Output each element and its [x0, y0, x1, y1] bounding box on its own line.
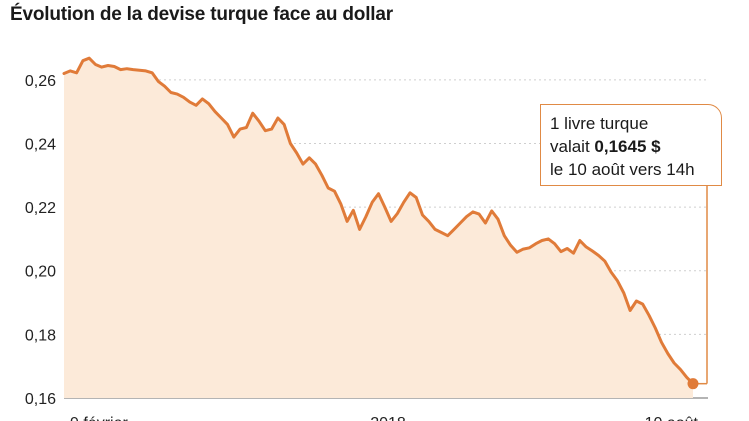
- annotation-line-2-prefix: valait: [550, 137, 595, 156]
- annotation-line-1: 1 livre turque: [550, 114, 649, 133]
- y-tick-label: 0,26: [25, 73, 56, 90]
- y-tick-label: 0,24: [25, 136, 56, 153]
- x-axis-label: 9 février: [70, 415, 128, 421]
- chart-title: Évolution de la devise turque face au do…: [10, 4, 393, 25]
- x-axis-labels: 9 février 2018 10 août: [70, 415, 699, 421]
- x-axis-label: 2018: [370, 415, 406, 421]
- series-line: [62, 56, 695, 386]
- y-tick-label: 0,16: [25, 391, 56, 408]
- annotation-value: 0,1645 $: [594, 137, 661, 156]
- annotation-line-3: le 10 août vers 14h: [550, 160, 695, 179]
- y-tick-label: 0,18: [25, 327, 56, 344]
- y-axis-ticks: 0,16 0,18 0,20 0,22 0,24 0,26: [25, 73, 56, 408]
- y-tick-label: 0,20: [25, 264, 56, 281]
- last-value-marker: [687, 378, 699, 390]
- annotation-line-2: valait 0,1645 $: [550, 135, 713, 158]
- value-annotation-box: 1 livre turque valait 0,1645 $ le 10 aoû…: [540, 104, 722, 186]
- series-area-fill: [64, 58, 693, 398]
- y-tick-label: 0,22: [25, 200, 56, 217]
- x-axis-label: 10 août: [645, 415, 699, 421]
